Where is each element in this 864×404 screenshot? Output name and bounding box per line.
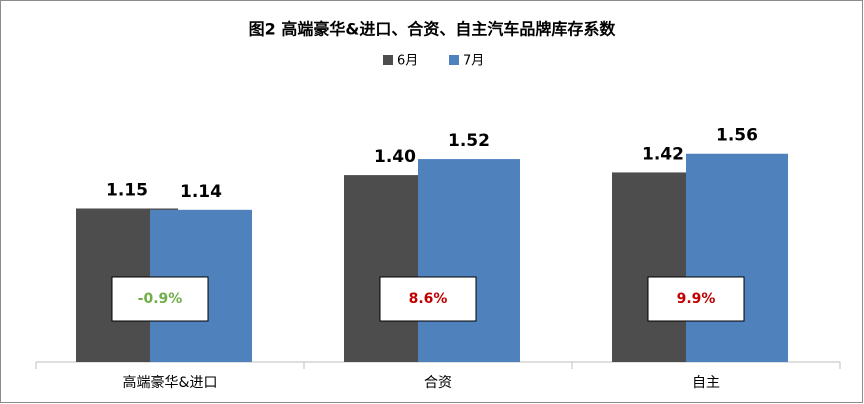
value-label: 1.56 bbox=[716, 126, 758, 146]
legend-swatch bbox=[449, 55, 459, 65]
annotation-box bbox=[111, 276, 209, 322]
annotation-box bbox=[379, 276, 477, 322]
annotation-box bbox=[647, 276, 745, 322]
x-tick-label: 高端豪华&进口 bbox=[123, 374, 218, 391]
annotation: 8.6% bbox=[409, 291, 448, 307]
bar bbox=[686, 153, 788, 362]
legend-label: 7月 bbox=[463, 54, 484, 69]
value-label: 1.42 bbox=[642, 144, 684, 164]
annotation: -0.9% bbox=[138, 291, 183, 307]
value-label: 1.40 bbox=[374, 147, 416, 167]
chart-title: 图2 高端豪华&进口、合资、自主汽车品牌库存系数 bbox=[249, 20, 617, 39]
legend-swatch bbox=[383, 55, 393, 65]
annotation: 9.9% bbox=[677, 291, 716, 307]
x-tick-label: 自主 bbox=[692, 375, 720, 391]
bar bbox=[418, 159, 520, 362]
x-tick-label: 合资 bbox=[424, 375, 452, 391]
value-label: 1.14 bbox=[180, 182, 222, 202]
legend-label: 6月 bbox=[397, 54, 418, 69]
value-label: 1.52 bbox=[448, 131, 490, 151]
value-label: 1.15 bbox=[106, 180, 148, 200]
